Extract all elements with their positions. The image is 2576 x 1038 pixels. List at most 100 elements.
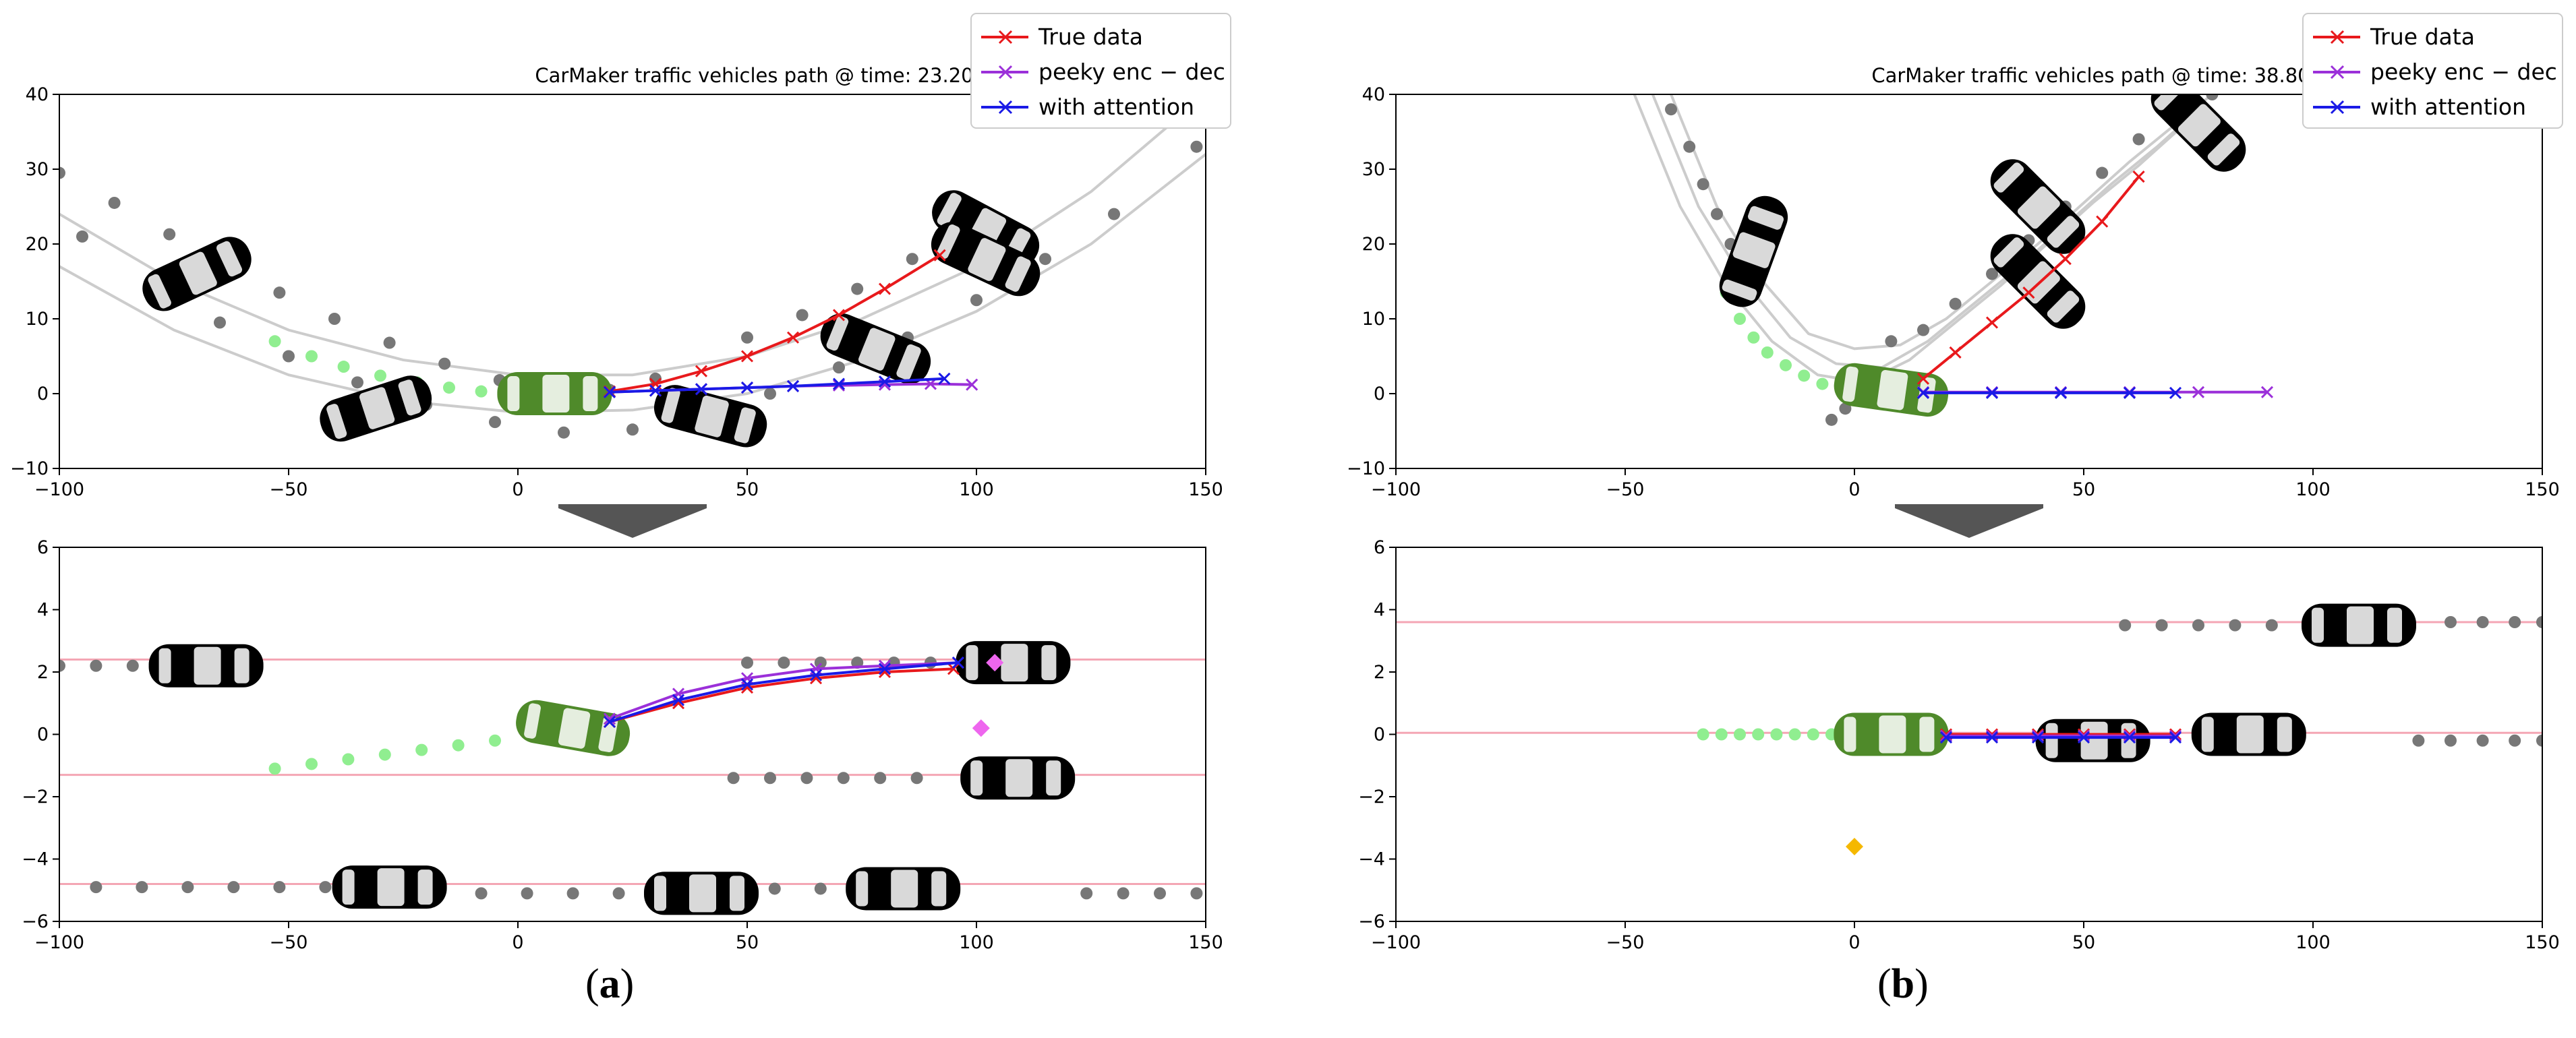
plot-area xyxy=(1633,94,2274,426)
traffic-dot xyxy=(2206,94,2219,100)
x-tick-label: 0 xyxy=(512,479,523,500)
traffic-dot xyxy=(778,657,790,669)
legend-marker xyxy=(998,30,1013,44)
y-tick-label: −6 xyxy=(22,911,49,932)
series-point xyxy=(1939,729,1953,742)
y-tick-label: 4 xyxy=(37,600,49,621)
series-point xyxy=(2031,731,2045,744)
y-tick-label: 0 xyxy=(37,725,49,745)
y-tick-label: 0 xyxy=(1374,384,1385,404)
x-tick-label: −100 xyxy=(34,479,84,500)
traffic-dot xyxy=(1697,178,1709,191)
series-point xyxy=(2059,253,2072,266)
traffic-dot xyxy=(59,166,65,179)
x-tick-label: 100 xyxy=(959,479,994,500)
traffic-dot xyxy=(319,881,332,894)
x-tick-label: −50 xyxy=(270,479,308,500)
history-dot xyxy=(305,758,318,770)
traffic-dot xyxy=(837,772,850,785)
history-dot xyxy=(1807,728,1819,741)
series-line xyxy=(609,253,941,393)
series-line xyxy=(609,667,954,723)
series-point xyxy=(1939,731,1953,744)
x-tick-label: 50 xyxy=(736,479,759,500)
traffic-dot xyxy=(768,882,781,895)
y-tick-label: 10 xyxy=(26,309,49,330)
ego-vehicle xyxy=(497,372,612,415)
x-tick-label: 0 xyxy=(1848,932,1860,953)
history-dot xyxy=(1715,728,1728,741)
traffic-dot xyxy=(2509,616,2521,628)
traffic-dot xyxy=(90,881,103,894)
y-tick-label: 10 xyxy=(1362,309,1385,330)
traffic-dot xyxy=(1117,887,1130,900)
traffic-dot xyxy=(626,423,639,436)
plot-area xyxy=(59,94,1206,452)
traffic-dot xyxy=(2096,166,2109,179)
panel-a-bottom: −100 −50 0 50 100 150 −6 −4 −2 0 2 4 6 xyxy=(22,537,1223,953)
series-point xyxy=(786,379,800,392)
axes-frame xyxy=(59,547,1206,922)
traffic-dot xyxy=(874,772,887,785)
series-point xyxy=(603,715,616,729)
series-point xyxy=(2123,731,2136,744)
traffic-dot xyxy=(351,376,363,389)
traffic-vehicle xyxy=(136,230,258,318)
traffic-vehicle xyxy=(314,370,437,447)
series-point xyxy=(947,663,960,675)
traffic-dot xyxy=(1885,335,1898,348)
x-tick-label: 150 xyxy=(1188,479,1223,500)
history-dot xyxy=(452,739,465,752)
x-tick-label: 150 xyxy=(2525,932,2560,953)
series-line xyxy=(609,661,958,723)
y-tick-label: 20 xyxy=(26,234,49,255)
traffic-dot xyxy=(328,313,341,325)
legend-label: peeky enc − dec xyxy=(2370,59,2557,85)
series-point xyxy=(1985,729,1999,742)
axes-frame xyxy=(1395,94,2543,469)
traffic-dot xyxy=(1917,324,1929,336)
series-point xyxy=(1985,386,1999,399)
series-point xyxy=(1985,731,1999,744)
series-point xyxy=(695,365,708,377)
series-point xyxy=(2260,386,2274,398)
history-dot xyxy=(378,748,391,761)
traffic-dot xyxy=(59,659,65,672)
traffic-dot xyxy=(814,882,827,895)
traffic-dot xyxy=(727,772,740,785)
traffic-dot xyxy=(1108,208,1120,220)
traffic-dot xyxy=(1683,140,1696,153)
traffic-dot xyxy=(489,416,501,429)
arrows-layer xyxy=(558,504,2043,538)
traffic-dot xyxy=(741,657,753,669)
traffic-dot xyxy=(1080,887,1093,900)
y-tick-label: 20 xyxy=(1362,234,1385,255)
traffic-dot xyxy=(2476,734,2489,747)
series-point xyxy=(2077,731,2090,744)
x-tick-label: 150 xyxy=(1188,932,1223,953)
legend-marker xyxy=(2330,100,2345,115)
series-line xyxy=(609,377,945,394)
y-tick-label: 4 xyxy=(1374,600,1385,621)
series-point xyxy=(740,350,754,363)
series-point xyxy=(2169,731,2182,744)
history-dot xyxy=(268,335,281,348)
history-dot xyxy=(475,385,488,398)
y-tick-label: 2 xyxy=(37,662,49,683)
x-tick-label: −100 xyxy=(1371,479,1421,500)
series-point xyxy=(1949,346,1962,359)
traffic-dot xyxy=(1986,268,1998,280)
x-tick-label: −50 xyxy=(1606,932,1645,953)
series-point xyxy=(786,331,800,344)
series-point xyxy=(2169,386,2182,399)
plot-area xyxy=(59,641,1206,915)
legend: True data peeky enc − dec with attention xyxy=(2302,13,2563,129)
y-tick-label: −4 xyxy=(1358,849,1385,870)
history-dot xyxy=(1734,313,1746,325)
legend: True data peeky enc − dec with attention xyxy=(970,13,1231,129)
series-point xyxy=(2123,386,2136,399)
